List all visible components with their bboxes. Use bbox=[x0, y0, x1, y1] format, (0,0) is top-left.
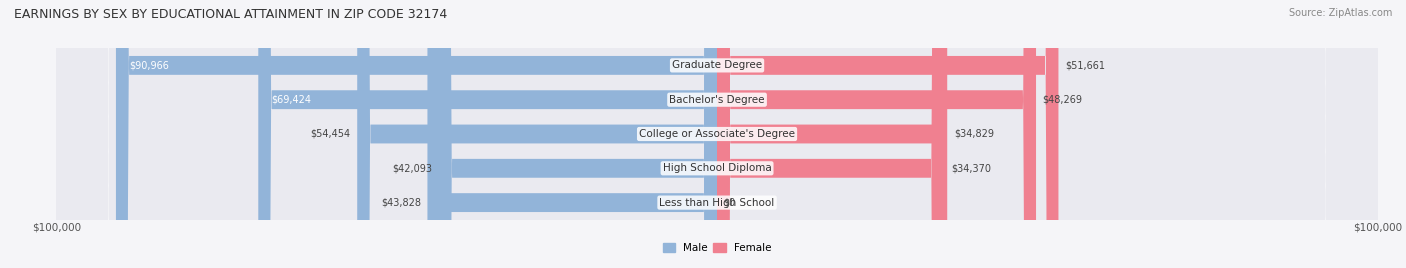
FancyBboxPatch shape bbox=[56, 0, 1378, 268]
Text: $48,269: $48,269 bbox=[1043, 95, 1083, 105]
Text: $69,424: $69,424 bbox=[271, 95, 312, 105]
FancyBboxPatch shape bbox=[56, 0, 1378, 268]
FancyBboxPatch shape bbox=[259, 0, 717, 268]
Text: Source: ZipAtlas.com: Source: ZipAtlas.com bbox=[1288, 8, 1392, 18]
Text: $90,966: $90,966 bbox=[129, 60, 169, 70]
Text: Bachelor's Degree: Bachelor's Degree bbox=[669, 95, 765, 105]
Text: EARNINGS BY SEX BY EDUCATIONAL ATTAINMENT IN ZIP CODE 32174: EARNINGS BY SEX BY EDUCATIONAL ATTAINMEN… bbox=[14, 8, 447, 21]
Text: College or Associate's Degree: College or Associate's Degree bbox=[640, 129, 794, 139]
Text: $51,661: $51,661 bbox=[1066, 60, 1105, 70]
FancyBboxPatch shape bbox=[56, 0, 1378, 268]
FancyBboxPatch shape bbox=[357, 0, 717, 268]
Text: High School Diploma: High School Diploma bbox=[662, 163, 772, 173]
FancyBboxPatch shape bbox=[439, 0, 717, 268]
Text: $54,454: $54,454 bbox=[311, 129, 350, 139]
Legend: Male, Female: Male, Female bbox=[658, 239, 776, 258]
FancyBboxPatch shape bbox=[717, 0, 1059, 268]
Text: $34,370: $34,370 bbox=[950, 163, 991, 173]
FancyBboxPatch shape bbox=[717, 0, 1036, 268]
FancyBboxPatch shape bbox=[115, 0, 717, 268]
FancyBboxPatch shape bbox=[717, 0, 948, 268]
Text: $0: $0 bbox=[724, 198, 735, 208]
Text: Less than High School: Less than High School bbox=[659, 198, 775, 208]
Text: $43,828: $43,828 bbox=[381, 198, 420, 208]
FancyBboxPatch shape bbox=[56, 0, 1378, 268]
Text: $34,829: $34,829 bbox=[953, 129, 994, 139]
Text: $42,093: $42,093 bbox=[392, 163, 432, 173]
Text: Graduate Degree: Graduate Degree bbox=[672, 60, 762, 70]
FancyBboxPatch shape bbox=[717, 0, 945, 268]
FancyBboxPatch shape bbox=[427, 0, 717, 268]
FancyBboxPatch shape bbox=[56, 0, 1378, 268]
